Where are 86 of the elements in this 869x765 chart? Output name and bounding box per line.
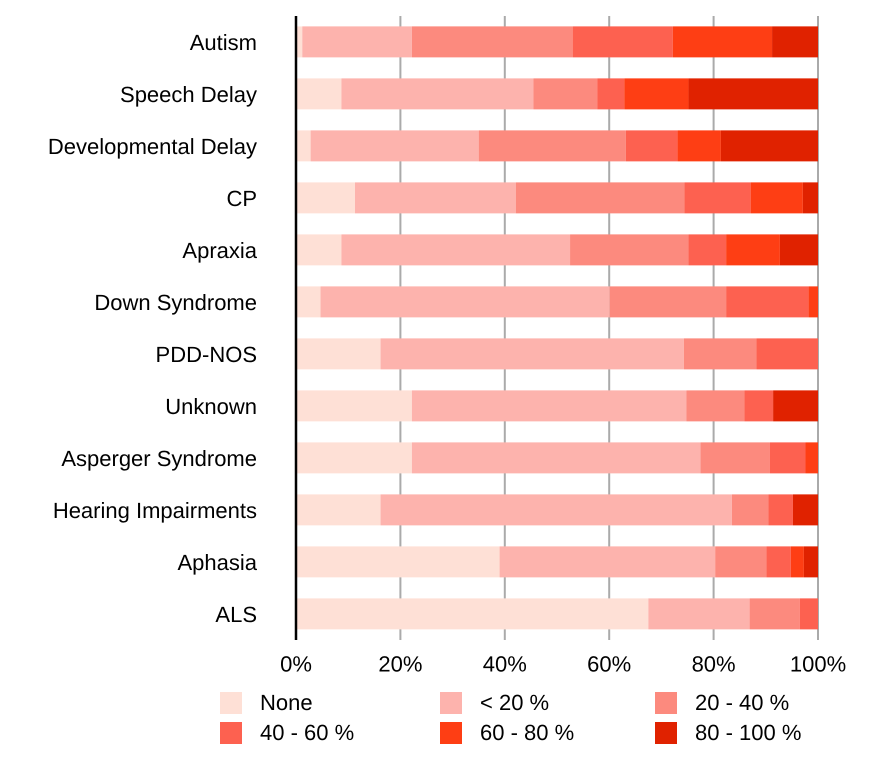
bar	[648, 598, 750, 630]
bar	[756, 338, 818, 370]
bar	[772, 26, 818, 58]
bar	[572, 26, 673, 58]
bar	[780, 234, 818, 266]
bar	[720, 130, 818, 162]
legend-label: 20 - 40 %	[695, 690, 790, 716]
bar	[715, 546, 766, 578]
bar	[744, 390, 774, 422]
bar	[684, 338, 756, 370]
bar	[766, 546, 791, 578]
y-tick-label: Unknown	[165, 394, 257, 419]
bar	[341, 78, 534, 110]
bar	[688, 78, 818, 110]
bar	[320, 286, 610, 318]
bar	[770, 442, 806, 474]
x-tick-label: 0%	[280, 652, 312, 677]
bar	[610, 286, 726, 318]
bar	[296, 598, 648, 630]
legend-label: < 20 %	[480, 690, 550, 716]
bar	[773, 390, 818, 422]
bar	[296, 442, 412, 474]
y-tick-label: Speech Delay	[120, 82, 257, 107]
y-tick-label: PDD-NOS	[156, 342, 257, 367]
bar	[296, 494, 381, 526]
bar	[732, 494, 768, 526]
y-tick-label: Hearing Impairments	[52, 498, 257, 523]
y-tick-label: ALS	[215, 602, 257, 627]
y-tick-label: Developmental Delay	[48, 134, 257, 159]
x-tick-label: 80%	[692, 652, 736, 677]
bar	[296, 182, 355, 214]
bar	[296, 78, 342, 110]
bar	[808, 286, 818, 318]
bar	[804, 546, 818, 578]
legend-label: 60 - 80 %	[480, 720, 574, 746]
bar	[750, 182, 803, 214]
bar	[624, 78, 689, 110]
y-tick-label: CP	[226, 186, 257, 211]
y-tick-label: Autism	[190, 30, 257, 55]
legend-label: 80 - 100 %	[695, 720, 802, 746]
bar	[626, 130, 678, 162]
bar	[726, 234, 780, 266]
bar	[768, 494, 793, 526]
bar	[354, 182, 516, 214]
bar	[341, 234, 570, 266]
y-tick-label: Aphasia	[177, 550, 258, 575]
x-tick-label: 60%	[587, 652, 632, 677]
bar	[678, 130, 721, 162]
bar	[570, 234, 689, 266]
bar	[800, 598, 818, 630]
bar	[686, 390, 744, 422]
x-tick-label: 100%	[790, 652, 846, 677]
bar	[380, 338, 684, 370]
bar	[412, 390, 686, 422]
bar	[296, 338, 381, 370]
bar	[790, 546, 804, 578]
y-tick-label: Asperger Syndrome	[61, 446, 257, 471]
legend-label: 40 - 60 %	[260, 720, 354, 746]
y-tick-label: Down Syndrome	[94, 290, 257, 315]
bar	[478, 130, 626, 162]
bar	[802, 182, 818, 214]
bar	[792, 494, 818, 526]
bar	[310, 130, 479, 162]
x-tick-label: 40%	[482, 652, 527, 677]
bar	[296, 546, 500, 578]
bar	[296, 390, 412, 422]
bar	[500, 546, 716, 578]
bar	[302, 26, 412, 58]
bar	[412, 442, 701, 474]
bar	[684, 182, 751, 214]
legend-label: None	[260, 690, 313, 716]
bar	[412, 26, 573, 58]
x-tick-label: 20%	[378, 652, 422, 677]
bar	[726, 286, 809, 318]
bar	[672, 26, 772, 58]
bar	[750, 598, 800, 630]
bar	[516, 182, 684, 214]
y-tick-label: Apraxia	[182, 238, 258, 263]
bar	[296, 234, 342, 266]
bar	[296, 286, 321, 318]
bar	[805, 442, 818, 474]
bar	[597, 78, 624, 110]
bar	[380, 494, 732, 526]
bar	[700, 442, 770, 474]
bar	[688, 234, 726, 266]
bar	[534, 78, 598, 110]
